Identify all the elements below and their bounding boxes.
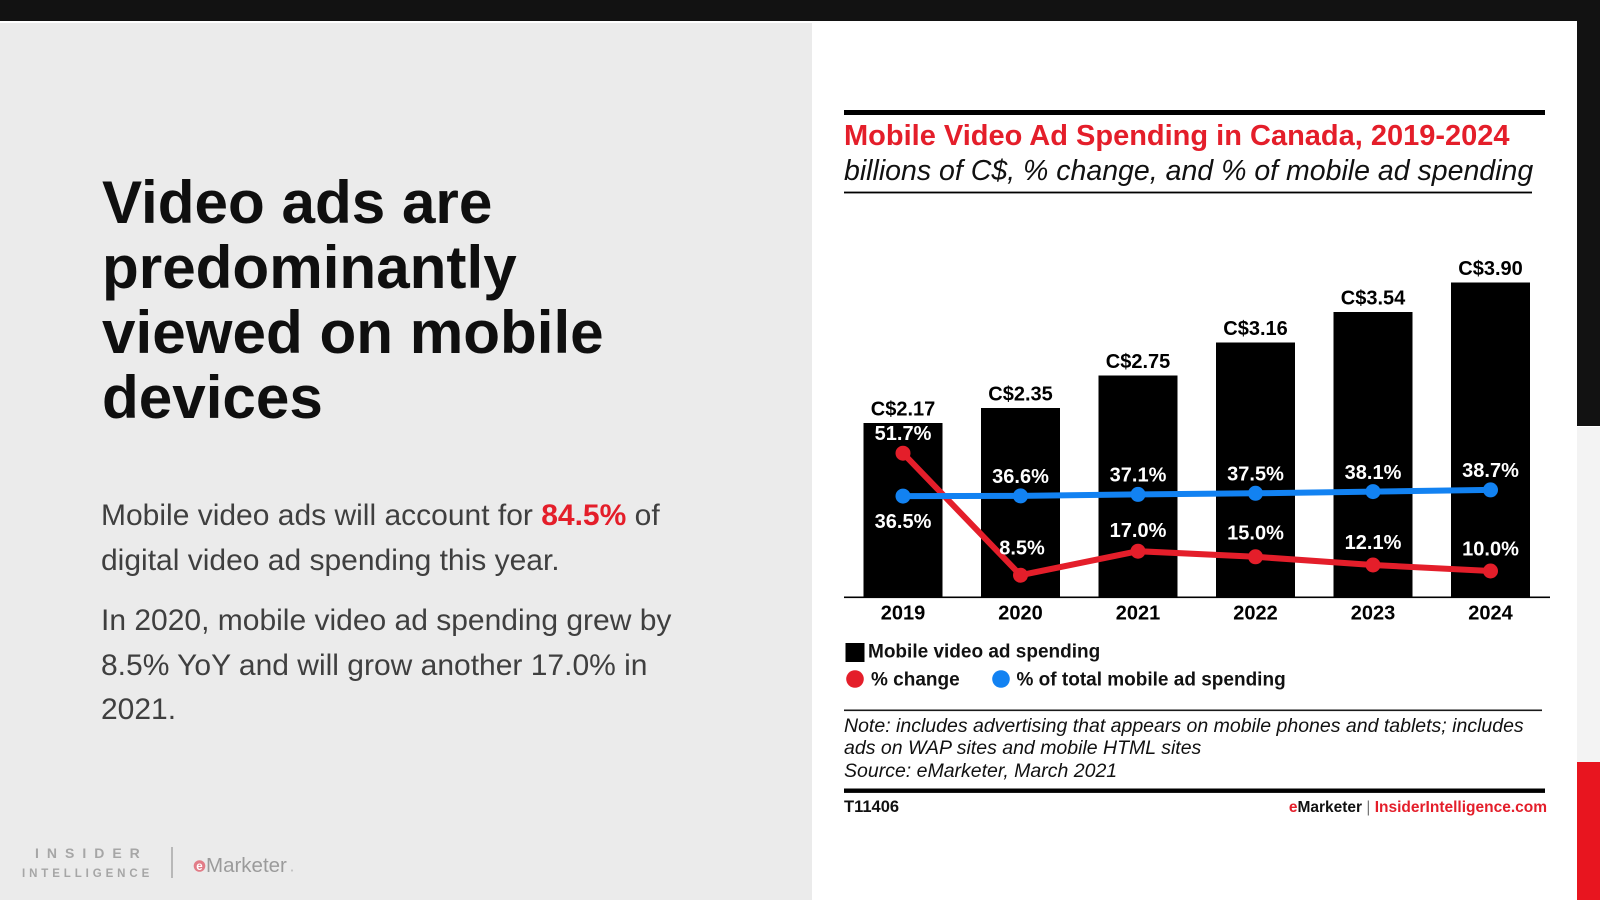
svg-text:C$3.16: C$3.16 xyxy=(1223,318,1288,340)
svg-text:Mobile Video Ad Spending in Ca: Mobile Video Ad Spending in Canada, 2019… xyxy=(844,120,1510,152)
svg-text:38.7%: 38.7% xyxy=(1462,460,1519,482)
svg-text:T11406: T11406 xyxy=(844,798,899,816)
svg-text:Marketer: Marketer xyxy=(206,854,287,877)
svg-text:17.0%: 17.0% xyxy=(1110,520,1167,542)
svg-text:15.0%: 15.0% xyxy=(1227,523,1284,545)
svg-text:38.1%: 38.1% xyxy=(1345,462,1402,484)
svg-text:36.6%: 36.6% xyxy=(992,466,1049,488)
svg-text:e: e xyxy=(196,861,202,873)
svg-text:51.7%: 51.7% xyxy=(875,423,932,445)
svg-text:2024: 2024 xyxy=(1468,603,1513,625)
svg-text:2022: 2022 xyxy=(1233,603,1278,625)
svg-text:Note: includes advertising tha: Note: includes advertising that appears … xyxy=(844,715,1524,737)
svg-text:36.5%: 36.5% xyxy=(875,511,932,533)
svg-text:2023: 2023 xyxy=(1351,603,1396,625)
svg-text:37.5%: 37.5% xyxy=(1227,464,1284,486)
svg-text:ads on WAP sites and mobile HT: ads on WAP sites and mobile HTML sites xyxy=(844,737,1202,759)
svg-text:% of total mobile ad spending: % of total mobile ad spending xyxy=(1017,670,1286,691)
svg-text:8.5%: 8.5% xyxy=(999,538,1045,560)
svg-text:C$2.17: C$2.17 xyxy=(871,399,936,421)
svg-text:2020: 2020 xyxy=(998,603,1043,625)
svg-text:2021: 2021 xyxy=(1116,603,1161,625)
svg-text:Source: eMarketer, March 2021: Source: eMarketer, March 2021 xyxy=(844,760,1117,782)
svg-text:eMarketer | InsiderIntelligenc: eMarketer | InsiderIntelligence.com xyxy=(1289,799,1547,816)
svg-text:10.0%: 10.0% xyxy=(1462,539,1519,561)
svg-text:Mobile video ad spending: Mobile video ad spending xyxy=(868,642,1100,663)
svg-text:% change: % change xyxy=(871,670,960,691)
svg-text:billions of C$, % change, and: billions of C$, % change, and % of mobil… xyxy=(844,155,1533,187)
svg-text:C$3.54: C$3.54 xyxy=(1341,288,1406,310)
svg-text:C$2.75: C$2.75 xyxy=(1106,351,1171,373)
svg-text:12.1%: 12.1% xyxy=(1345,532,1402,554)
svg-text:C$2.35: C$2.35 xyxy=(988,384,1053,406)
svg-text:C$3.90: C$3.90 xyxy=(1458,258,1523,280)
svg-text:2019: 2019 xyxy=(881,603,926,625)
svg-text:37.1%: 37.1% xyxy=(1110,465,1167,487)
